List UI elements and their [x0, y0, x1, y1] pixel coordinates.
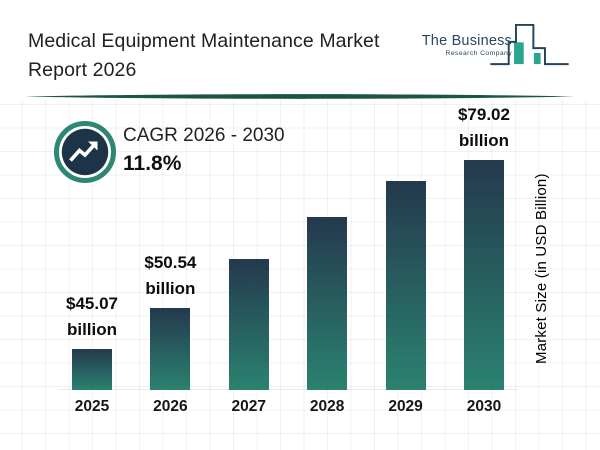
- year-label-2027: 2027: [231, 398, 267, 415]
- year-label-2028: 2028: [309, 398, 345, 415]
- y-axis-label: Market Size (in USD Billion): [533, 173, 550, 365]
- bar-2027: 2027: [228, 259, 269, 415]
- trending-up-icon: [69, 141, 98, 162]
- value-label-2025: $45.07 billion: [66, 294, 118, 339]
- bar-column-2026: $50.54 billion 2026: [144, 253, 196, 415]
- cagr-text: CAGR 2026 - 2030 11.8%: [123, 125, 285, 176]
- company-logo-icon: [490, 23, 569, 66]
- bar-2029: 2029: [385, 181, 426, 415]
- bars-container: $45.07 billion 2025 $50.54 billion 2026 2027 20…: [66, 105, 510, 415]
- bar-column-2028: 2028: [307, 217, 348, 415]
- value-label-2030: $79.02 billion: [457, 105, 510, 150]
- x-axis-baseline: [58, 389, 518, 390]
- bar-column-2025: $45.07 billion 2025: [66, 294, 118, 415]
- year-label-2026: 2026: [153, 398, 188, 415]
- bar-2030: $79.02 billion 2030: [458, 105, 510, 415]
- logo-name: The Business: [421, 33, 512, 49]
- value-label-2026: $50.54 billion: [144, 253, 197, 298]
- year-label-2030: 2030: [466, 398, 502, 415]
- bar-2028: 2028: [307, 217, 348, 415]
- divider-line: [25, 94, 575, 99]
- page-title: Medical Equipment Maintenance Market Rep…: [28, 30, 380, 81]
- company-logo-text: The Business Research Company: [422, 33, 512, 57]
- year-label-2029: 2029: [388, 398, 423, 415]
- bar-column-2030: $79.02 billion 2030: [458, 105, 510, 415]
- bar-2026: $50.54 billion 2026: [144, 253, 196, 415]
- cagr-value: 11.8%: [123, 152, 182, 175]
- logo-tagline: Research Company: [445, 50, 512, 57]
- bar-column-2027: 2027: [228, 259, 269, 415]
- bar-2025: $45.07 billion 2025: [66, 294, 118, 415]
- cagr-label: CAGR 2026 - 2030: [123, 125, 285, 146]
- bar-column-2029: 2029: [385, 181, 426, 415]
- company-logo: The Business Research Company: [422, 9, 574, 71]
- cagr-badge: [54, 121, 116, 183]
- year-label-2025: 2025: [74, 398, 110, 415]
